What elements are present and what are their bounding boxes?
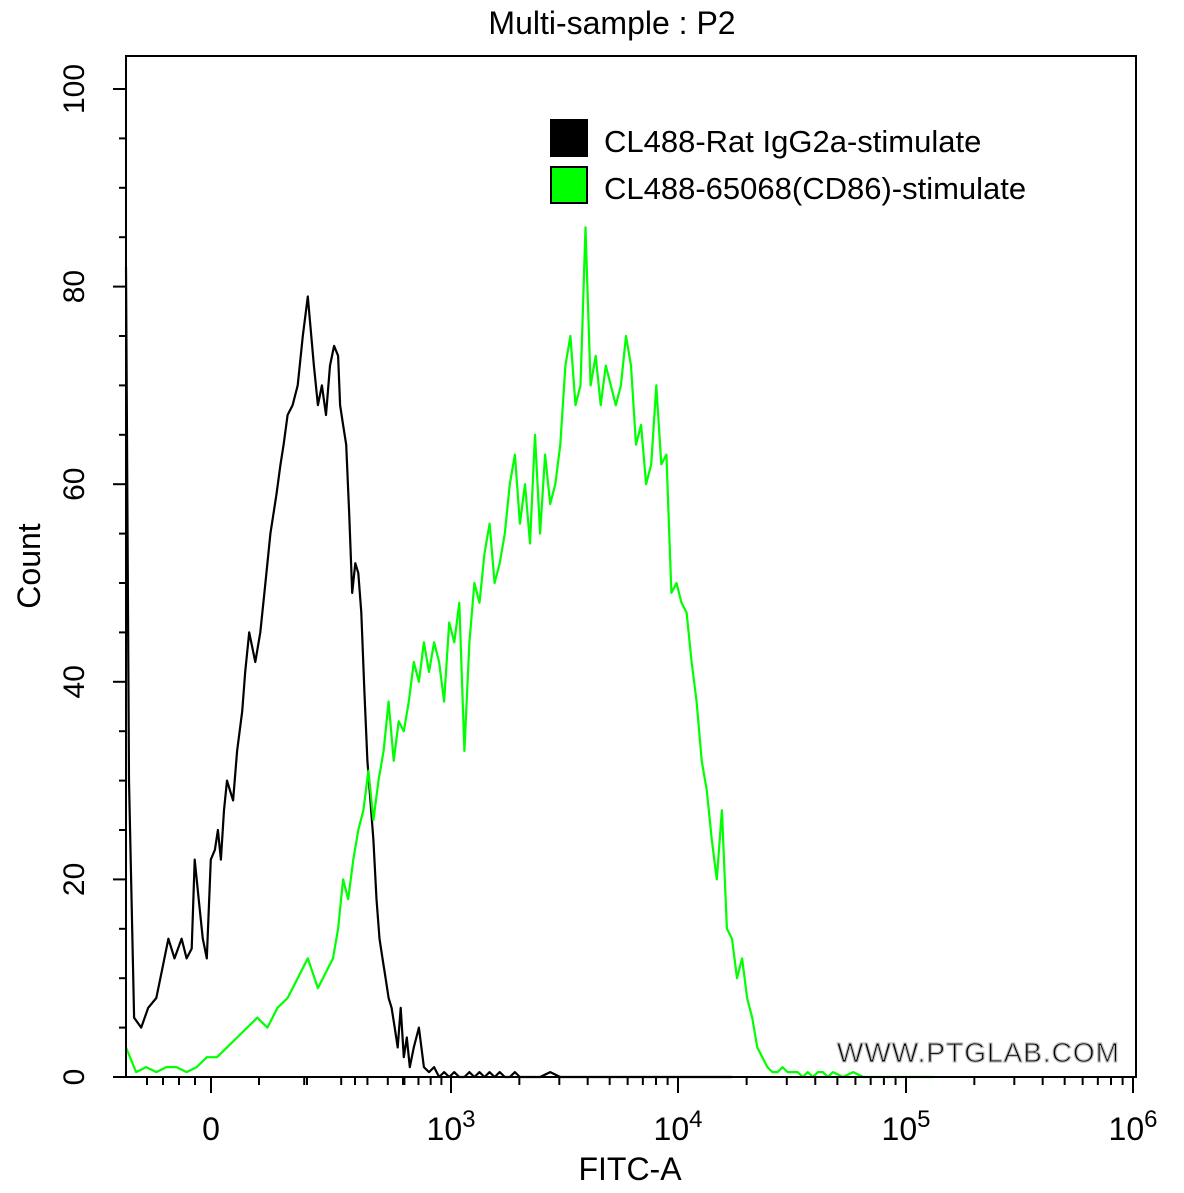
plot-area (124, 226, 934, 1079)
plot-frame (125, 55, 1137, 1078)
legend: CL488-Rat IgG2a-stimulate CL488-65068(CD… (550, 119, 1026, 206)
x-tick-label: 105 (882, 1106, 931, 1147)
x-tick-base: 10 (427, 1111, 463, 1147)
x-tick-label: 106 (1109, 1106, 1158, 1147)
legend-swatch-isotype (550, 119, 588, 157)
series-line-0 (124, 266, 732, 1079)
y-tick-label: 0 (58, 1069, 91, 1086)
x-tick-label: 0 (202, 1111, 220, 1147)
y-tick-label: 100 (58, 64, 91, 114)
watermark: WWW.PTGLAB.COM (837, 1037, 1120, 1068)
y-tick-label: 40 (58, 665, 91, 698)
x-tick-label: 103 (427, 1106, 476, 1147)
x-tick-base: 0 (202, 1111, 220, 1147)
x-tick-base: 10 (882, 1111, 918, 1147)
x-tick-base: 10 (654, 1111, 690, 1147)
x-tick-exponent: 6 (1144, 1106, 1157, 1133)
legend-label-isotype: CL488-Rat IgG2a-stimulate (604, 124, 981, 159)
legend-label-cd86: CL488-65068(CD86)-stimulate (604, 171, 1026, 206)
y-axis-label: Count (11, 523, 47, 609)
x-axis-ticks: 0 103 104 105 106 (146, 1077, 1158, 1147)
x-tick-base: 10 (1109, 1111, 1145, 1147)
chart-title: Multi-sample : P2 (488, 5, 735, 41)
y-tick-label: 60 (58, 468, 91, 501)
x-axis-label: FITC-A (578, 1151, 682, 1187)
series-lines (124, 226, 934, 1079)
x-tick-exponent: 4 (689, 1106, 702, 1133)
x-tick-exponent: 3 (462, 1106, 475, 1133)
y-tick-label: 20 (58, 863, 91, 896)
x-tick-label: 104 (654, 1106, 703, 1147)
x-tick-exponent: 5 (917, 1106, 930, 1133)
y-axis-ticks: 0 20 40 60 80 100 (58, 64, 126, 1085)
legend-swatch-cd86 (550, 166, 588, 204)
y-tick-label: 80 (58, 270, 91, 303)
series-line-1 (124, 226, 934, 1079)
